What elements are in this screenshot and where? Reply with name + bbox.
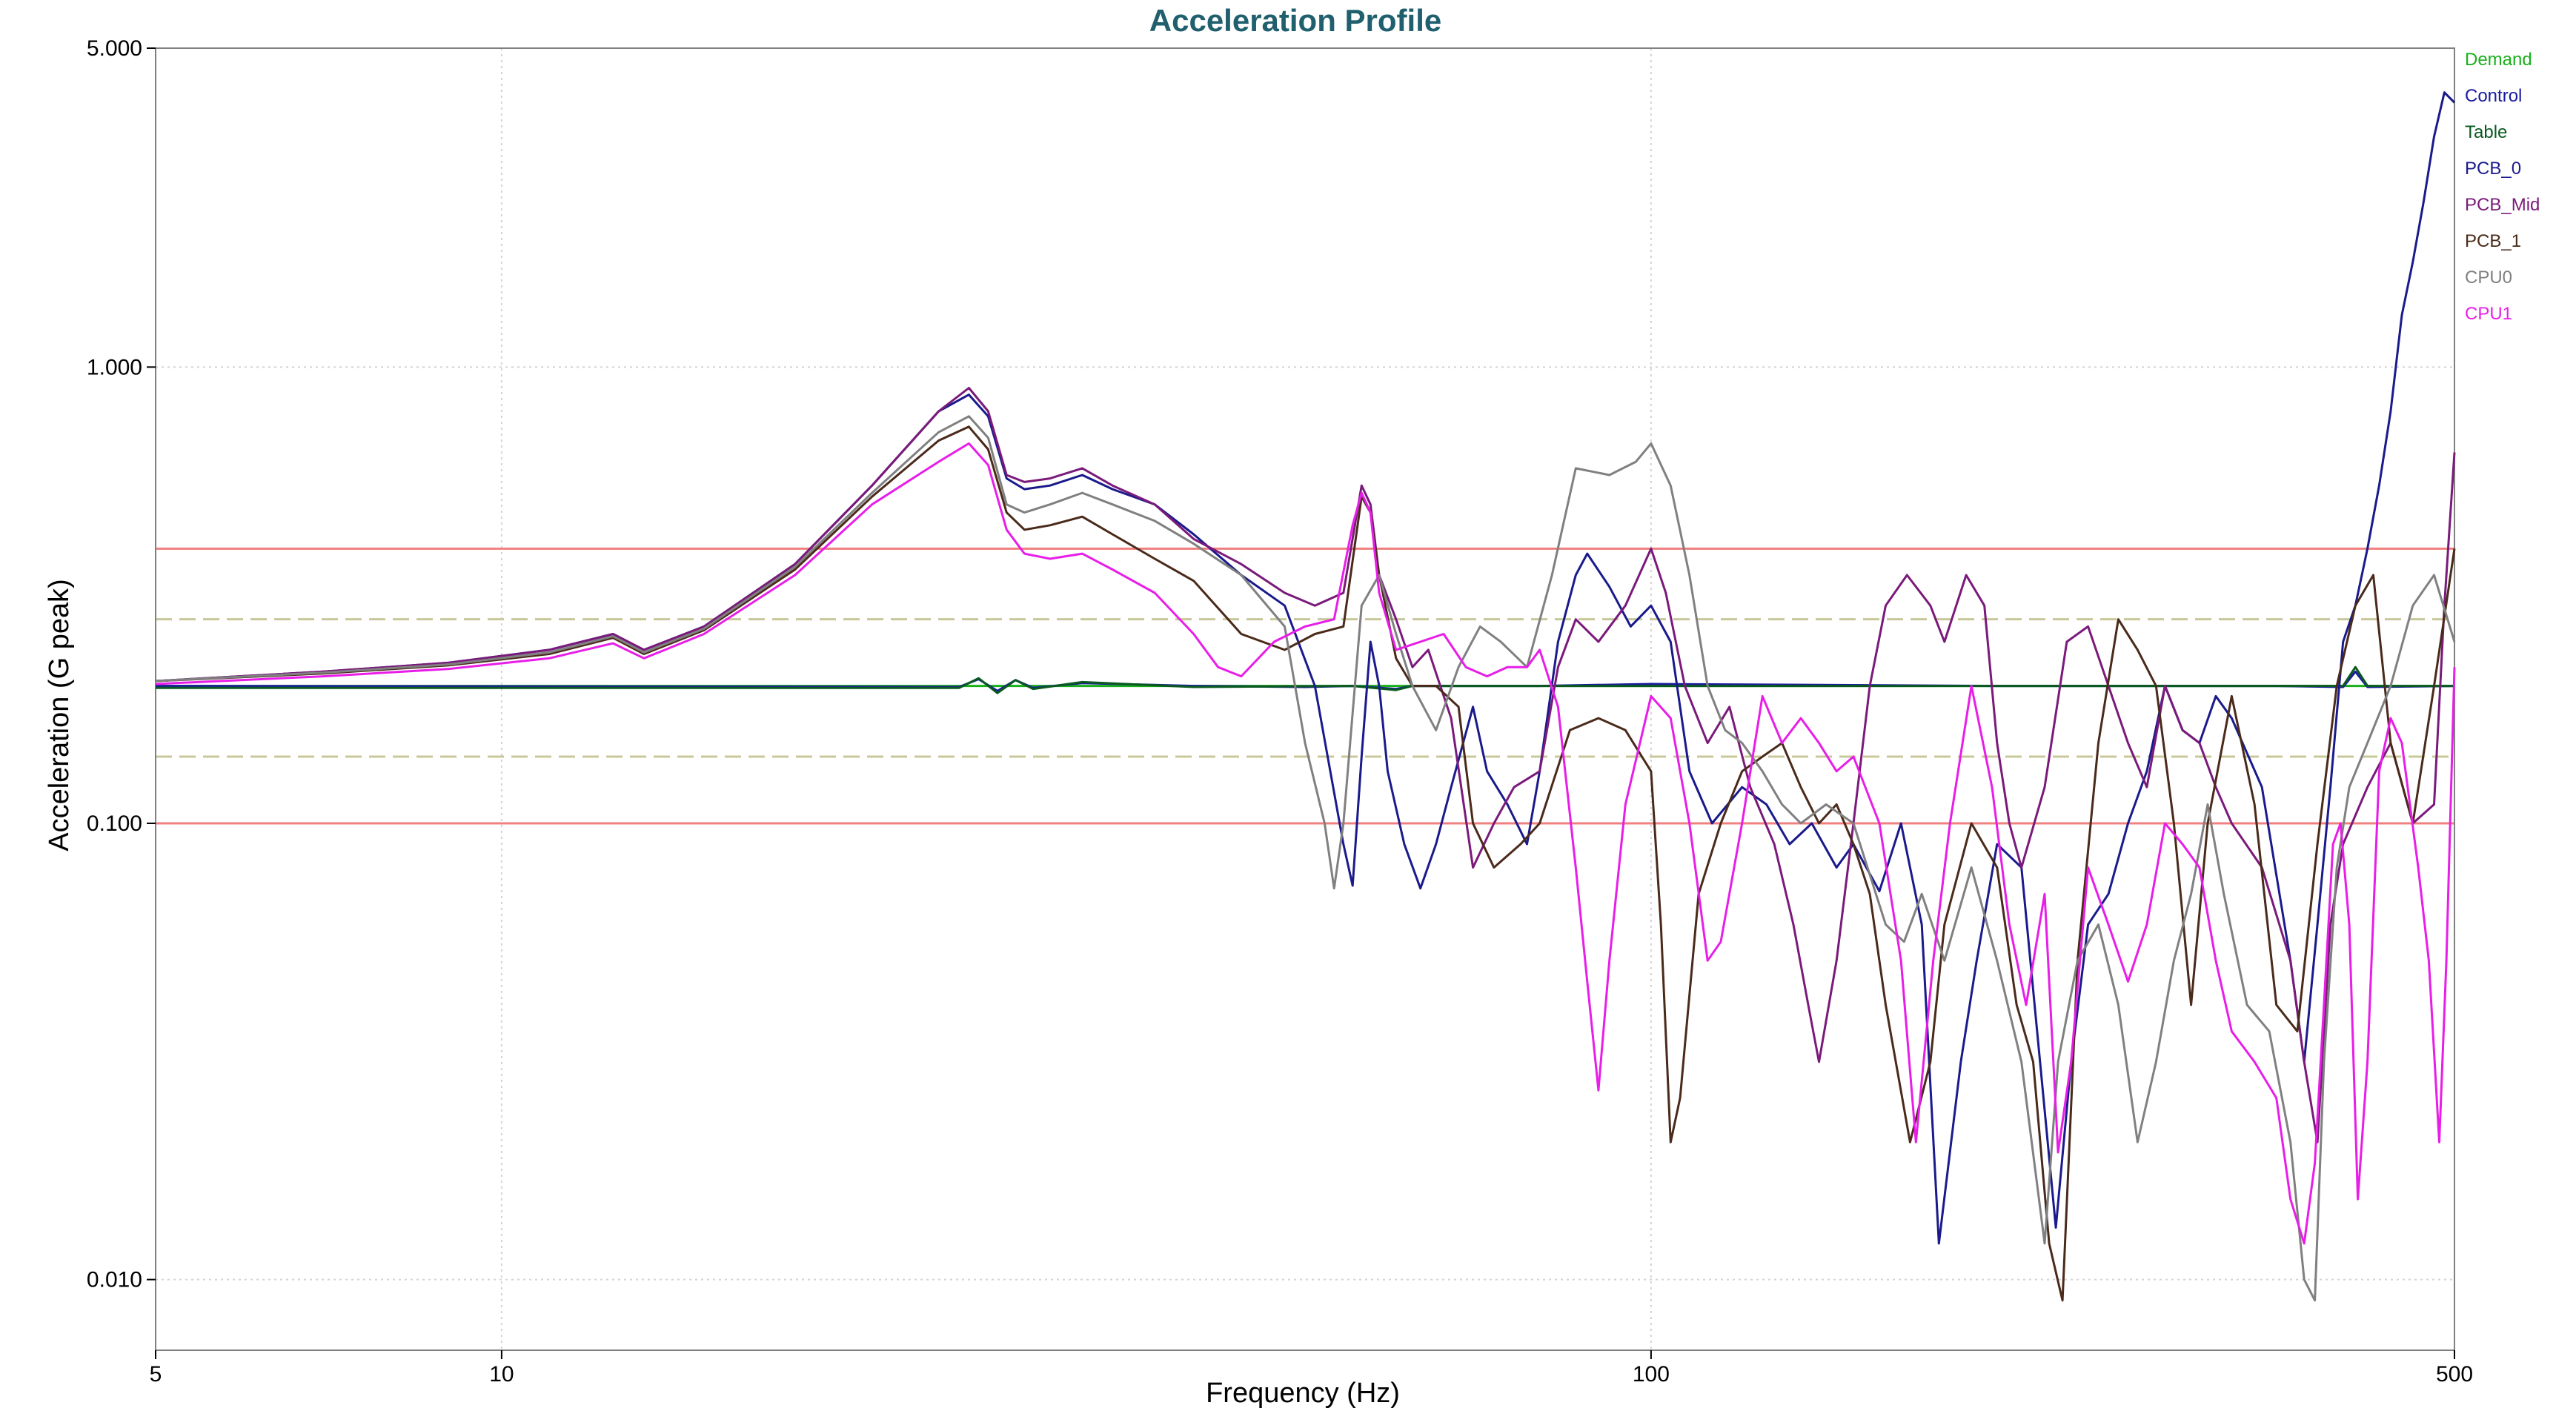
series-line-pcb-0 bbox=[155, 91, 2456, 1245]
legend-entry-pcb-1: PCB_1 bbox=[2465, 231, 2521, 251]
legend-entry-cpu0: CPU0 bbox=[2465, 268, 2512, 288]
x-tick-label: 5 bbox=[150, 1362, 162, 1387]
reference-lines bbox=[156, 547, 2454, 825]
x-tick-label: 100 bbox=[1633, 1362, 1670, 1387]
legend-entry-pcb-0: PCB_0 bbox=[2465, 159, 2521, 179]
series-line-cpu1 bbox=[155, 442, 2456, 1245]
legend-entry-cpu1: CPU1 bbox=[2465, 304, 2512, 324]
legend-entry-table: Table bbox=[2465, 122, 2507, 142]
legend: Demand Control Table PCB_0 PCB_Mid PCB_1 CPU0 C… bbox=[2465, 50, 2540, 324]
y-tick-label: 1.000 bbox=[87, 355, 142, 379]
x-axis-ticks: 5 10 100 500 bbox=[150, 1350, 2473, 1387]
legend-entry-demand: Demand bbox=[2465, 50, 2532, 70]
y-tick-label: 0.100 bbox=[87, 811, 142, 836]
legend-entry-control: Control bbox=[2465, 86, 2522, 106]
series-line-cpu0 bbox=[155, 415, 2456, 1302]
y-tick-label: 5.000 bbox=[87, 36, 142, 61]
legend-entry-pcb-mid: PCB_Mid bbox=[2465, 195, 2540, 215]
series-line-table bbox=[156, 665, 2454, 694]
x-tick-label: 500 bbox=[2436, 1362, 2473, 1387]
y-axis-label: Acceleration (G peak) bbox=[44, 579, 75, 851]
x-tick-label: 10 bbox=[489, 1362, 514, 1387]
x-axis-label: Frequency (Hz) bbox=[1206, 1378, 1400, 1409]
y-tick-label: 0.010 bbox=[87, 1268, 142, 1292]
chart-title: Acceleration Profile bbox=[1149, 3, 1441, 38]
series-lines bbox=[155, 91, 2456, 1302]
series-line-pcb-mid bbox=[155, 387, 2456, 1143]
y-axis-ticks: 0.010 0.100 1.000 5.000 bbox=[87, 36, 156, 1292]
series-line-pcb-1 bbox=[155, 425, 2456, 1302]
